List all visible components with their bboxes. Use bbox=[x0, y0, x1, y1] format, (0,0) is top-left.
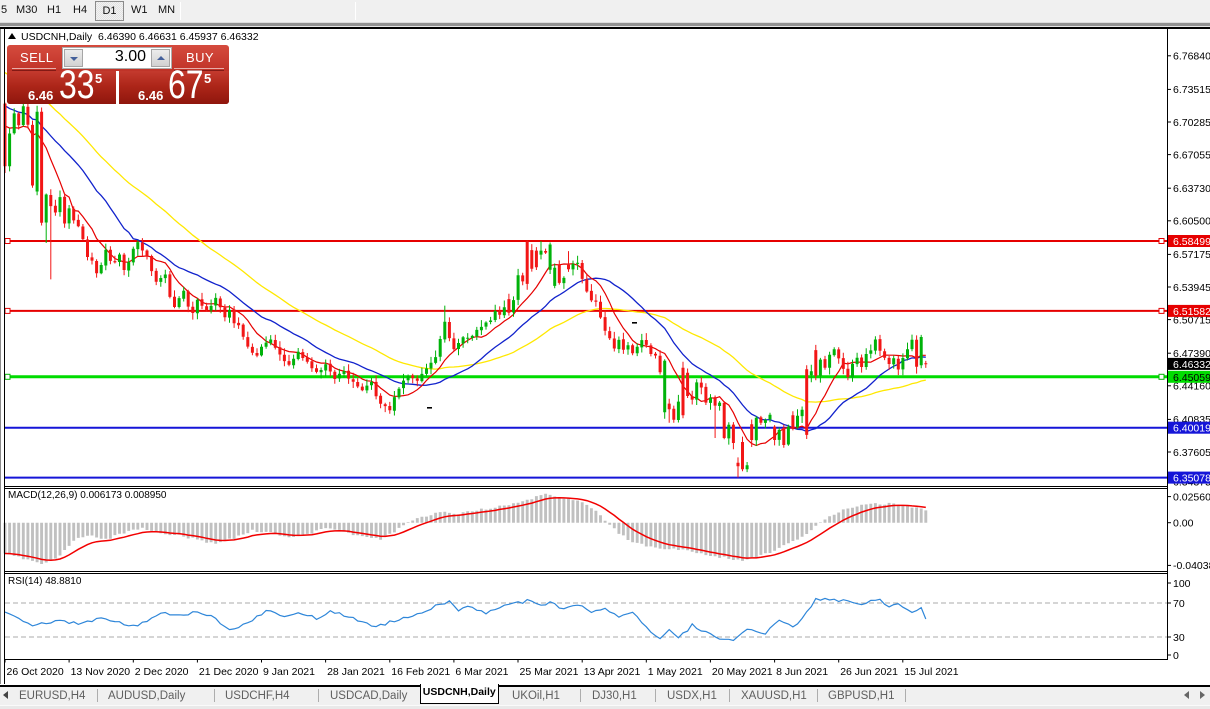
svg-text:15 Jul 2021: 15 Jul 2021 bbox=[904, 666, 958, 678]
svg-text:9 Jan 2021: 9 Jan 2021 bbox=[263, 666, 315, 678]
svg-text:20 May 2021: 20 May 2021 bbox=[712, 666, 773, 678]
svg-text:6.57175: 6.57175 bbox=[1173, 249, 1210, 261]
svg-text:28 Jan 2021: 28 Jan 2021 bbox=[327, 666, 385, 678]
svg-text:2 Dec 2020: 2 Dec 2020 bbox=[135, 666, 189, 678]
svg-text:6.76840: 6.76840 bbox=[1173, 51, 1210, 63]
svg-text:6.50715: 6.50715 bbox=[1173, 314, 1210, 326]
svg-text:30: 30 bbox=[1173, 632, 1185, 644]
svg-text:13 Nov 2020: 13 Nov 2020 bbox=[71, 666, 131, 678]
svg-text:6.53945: 6.53945 bbox=[1173, 282, 1210, 294]
svg-text:6.44160: 6.44160 bbox=[1173, 381, 1210, 393]
svg-text:25 Mar 2021: 25 Mar 2021 bbox=[520, 666, 579, 678]
svg-text:-0.040386: -0.040386 bbox=[1173, 560, 1210, 572]
svg-text:6.45059: 6.45059 bbox=[1173, 372, 1210, 384]
svg-text:MACD(12,26,9) 0.006173 0.00895: MACD(12,26,9) 0.006173 0.008950 bbox=[8, 490, 167, 501]
svg-text:6.46332: 6.46332 bbox=[1173, 359, 1210, 371]
svg-text:6.70285: 6.70285 bbox=[1173, 117, 1210, 129]
svg-text:6.73515: 6.73515 bbox=[1173, 84, 1210, 96]
svg-text:21 Dec 2020: 21 Dec 2020 bbox=[199, 666, 259, 678]
svg-text:8 Jun 2021: 8 Jun 2021 bbox=[776, 666, 828, 678]
svg-text:6.58499: 6.58499 bbox=[1173, 236, 1210, 248]
svg-text:16 Feb 2021: 16 Feb 2021 bbox=[391, 666, 450, 678]
svg-text:13 Apr 2021: 13 Apr 2021 bbox=[584, 666, 641, 678]
svg-text:6.63730: 6.63730 bbox=[1173, 183, 1210, 195]
svg-text:6 Mar 2021: 6 Mar 2021 bbox=[455, 666, 508, 678]
svg-text:RSI(14) 48.8810: RSI(14) 48.8810 bbox=[8, 576, 82, 587]
svg-text:0: 0 bbox=[1173, 650, 1179, 662]
svg-text:1 May 2021: 1 May 2021 bbox=[648, 666, 703, 678]
svg-text:6.51582: 6.51582 bbox=[1173, 306, 1210, 318]
svg-text:26 Jun 2021: 26 Jun 2021 bbox=[840, 666, 898, 678]
svg-text:70: 70 bbox=[1173, 598, 1185, 610]
svg-text:0.00: 0.00 bbox=[1173, 518, 1194, 530]
svg-text:6.47390: 6.47390 bbox=[1173, 348, 1210, 360]
svg-text:6.67055: 6.67055 bbox=[1173, 149, 1210, 161]
svg-text:100: 100 bbox=[1173, 578, 1191, 590]
svg-text:6.40019: 6.40019 bbox=[1173, 423, 1210, 435]
svg-text:0.025609: 0.025609 bbox=[1173, 491, 1210, 503]
svg-text:26 Oct 2020: 26 Oct 2020 bbox=[7, 666, 64, 678]
svg-text:6.60500: 6.60500 bbox=[1173, 216, 1210, 228]
svg-text:6.35078: 6.35078 bbox=[1173, 473, 1210, 485]
svg-text:6.37605: 6.37605 bbox=[1173, 447, 1210, 459]
